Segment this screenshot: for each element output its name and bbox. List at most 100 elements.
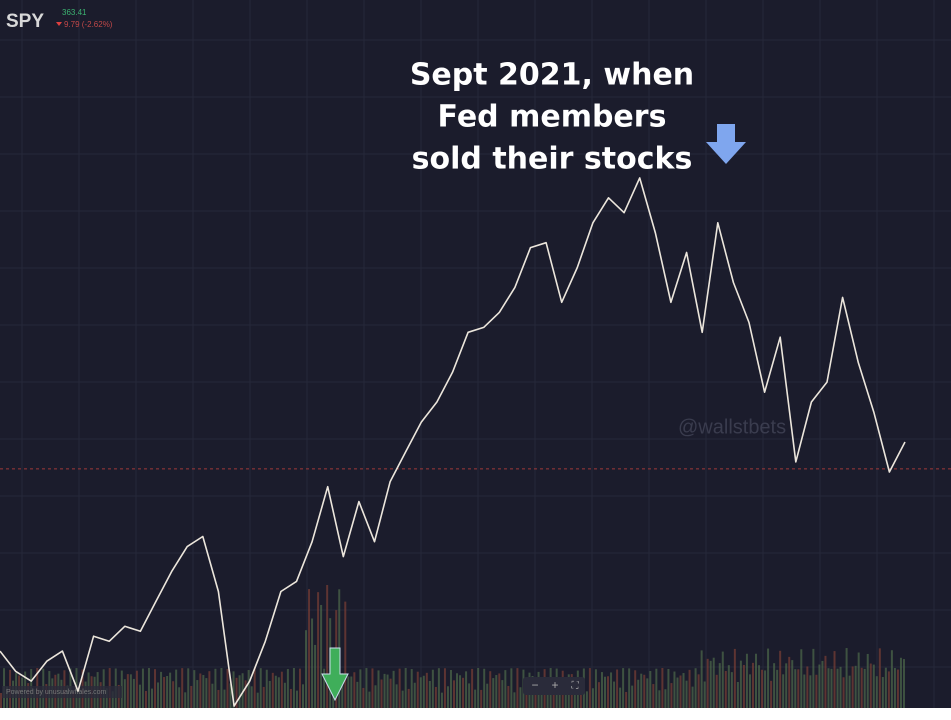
volume-bar [386, 674, 389, 708]
volume-bar [794, 669, 797, 708]
volume-bar [202, 675, 205, 708]
volume-bar [446, 686, 449, 708]
volume-bar [776, 669, 779, 708]
volume-bar [256, 692, 259, 708]
volume-bar [220, 668, 223, 708]
volume-bar [344, 601, 347, 708]
volume-bar [640, 673, 643, 708]
volume-bar [649, 671, 652, 708]
volume-bar [721, 651, 724, 708]
volume-bar [739, 660, 742, 708]
volume-bar [546, 688, 549, 708]
volume-bar [262, 686, 265, 708]
volume-bar [250, 686, 253, 708]
volume-bar [320, 604, 323, 708]
volume-bar [622, 668, 625, 708]
volume-bar [773, 663, 776, 708]
volume-bar [169, 672, 172, 708]
volume-bar [172, 681, 175, 708]
volume-bar [166, 675, 169, 708]
volume-bar [123, 679, 126, 708]
volume-bar [664, 689, 667, 708]
zoom-in[interactable]: + [551, 678, 558, 692]
volume-bar [806, 666, 809, 708]
volume-bar [643, 674, 646, 708]
volume-bar [803, 674, 806, 708]
fullscreen[interactable]: ⛶ [571, 681, 580, 692]
volume-bar [196, 680, 199, 708]
volume-bar [706, 658, 709, 708]
volume-bar [730, 672, 733, 708]
volume-bar [111, 691, 114, 708]
volume-bar [625, 691, 628, 708]
volume-bar [395, 684, 398, 708]
volume-bar [413, 682, 416, 708]
volume-bar [857, 652, 860, 708]
volume-bar [211, 683, 214, 708]
volume-bar [443, 668, 446, 708]
volume-bar [362, 687, 365, 708]
volume-bar [815, 674, 818, 708]
volume-bar [504, 670, 507, 708]
volume-bar [875, 676, 878, 708]
volume-bar [694, 668, 697, 708]
volume-bar [761, 669, 764, 708]
volume-bar [884, 667, 887, 708]
volume-bar [129, 674, 132, 708]
volume-bar [223, 689, 226, 708]
volume-bar [767, 648, 770, 708]
volume-bar [314, 644, 317, 708]
volume-bar [480, 689, 483, 708]
volume-bar [350, 676, 353, 708]
volume-bar [253, 668, 256, 708]
volume-bar [311, 618, 314, 708]
volume-bar [902, 659, 905, 708]
credit-box [2, 686, 122, 698]
volume-bar [422, 675, 425, 708]
volume-bar [259, 668, 262, 708]
volume-bar [842, 677, 845, 708]
volume-bar [308, 589, 311, 708]
volume-bar [187, 668, 190, 708]
zoom-out[interactable]: − [531, 678, 538, 692]
volume-bar [244, 680, 247, 708]
low-arrow [321, 647, 349, 702]
volume-bar [800, 649, 803, 708]
volume-bar [594, 669, 597, 708]
volume-bar [661, 668, 664, 708]
volume-bar [365, 668, 368, 708]
volume-bar [758, 665, 761, 708]
volume-bar [718, 663, 721, 708]
volume-bar [579, 685, 582, 708]
volume-bar [899, 657, 902, 708]
volume-bar [440, 692, 443, 708]
volume-bar [431, 669, 434, 708]
volume-bar [425, 672, 428, 708]
volume-bar [791, 660, 794, 708]
volume-bar [836, 668, 839, 708]
volume-bar [292, 668, 295, 708]
volume-bar [700, 650, 703, 708]
volume-bar [697, 674, 700, 708]
volume-bar [600, 672, 603, 708]
volume-bar [410, 669, 413, 708]
volume-bar [398, 668, 401, 708]
volume-bar [839, 666, 842, 708]
volume-bar [238, 675, 241, 708]
volume-bar [558, 684, 561, 708]
volume-bar [199, 673, 202, 708]
volume-bar [591, 688, 594, 708]
volume-bar [736, 682, 739, 708]
volume-bar [682, 673, 685, 708]
volume-bar [419, 677, 422, 708]
volume-bar [691, 686, 694, 708]
volume-bar [779, 650, 782, 708]
volume-bar [280, 671, 283, 708]
volume-bar [646, 678, 649, 708]
change: 9.79 (-2.62%) [64, 20, 113, 29]
volume-bar [193, 670, 196, 708]
volume-bar [298, 668, 301, 708]
volume-bar [456, 673, 459, 708]
